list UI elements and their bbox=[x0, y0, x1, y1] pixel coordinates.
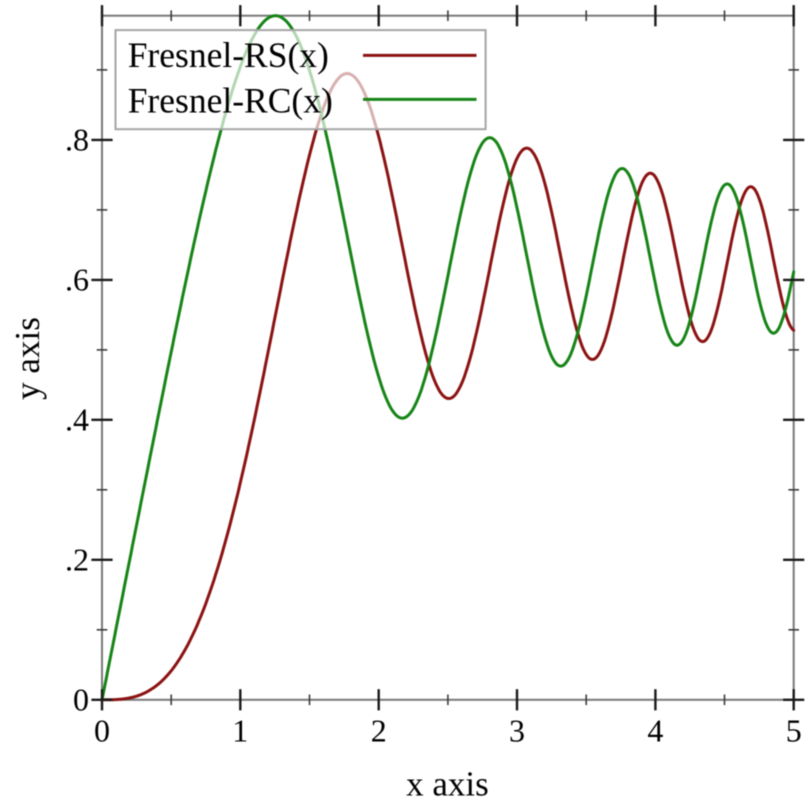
svg-text:Fresnel-RS(x): Fresnel-RS(x) bbox=[128, 35, 329, 75]
svg-text:5: 5 bbox=[786, 713, 802, 749]
svg-text:.4: .4 bbox=[65, 401, 89, 437]
svg-text:.8: .8 bbox=[65, 121, 89, 157]
svg-text:Fresnel-RC(x): Fresnel-RC(x) bbox=[128, 80, 333, 120]
svg-text:2: 2 bbox=[371, 713, 387, 749]
svg-text:.2: .2 bbox=[65, 541, 89, 577]
svg-text:0: 0 bbox=[94, 713, 110, 749]
svg-text:x axis: x axis bbox=[406, 765, 489, 804]
svg-text:3: 3 bbox=[509, 713, 525, 749]
svg-text:.6: .6 bbox=[65, 261, 89, 297]
svg-text:y axis: y axis bbox=[8, 317, 47, 400]
svg-text:1: 1 bbox=[232, 713, 248, 749]
svg-text:0: 0 bbox=[73, 681, 89, 717]
svg-text:4: 4 bbox=[647, 713, 663, 749]
